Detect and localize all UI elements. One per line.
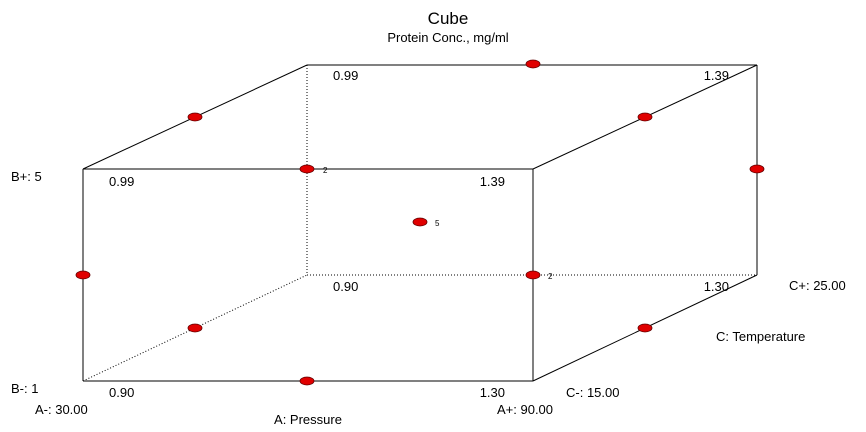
value-back-top-left: 0.99 [333, 68, 358, 83]
design-point-back-top-mid [525, 59, 541, 69]
design-point-bottom-left-depth-mid [187, 323, 203, 333]
label-a-high: A+: 90.00 [497, 402, 553, 417]
axis-label-c: C: Temperature [716, 329, 805, 344]
label-b-high: B+: 5 [11, 169, 42, 184]
design-point-front-left-mid [75, 270, 91, 280]
count-front-right-mid: 2 [548, 272, 553, 281]
value-front-top-left: 0.99 [109, 174, 134, 189]
value-front-top-right: 1.39 [480, 174, 505, 189]
plot-subtitle: Protein Conc., mg/ml [387, 30, 508, 45]
design-point-front-top-mid [299, 164, 315, 174]
design-point-back-right-mid [749, 164, 765, 174]
count-front-top-mid: 2 [323, 166, 328, 175]
label-c-high: C+: 25.00 [789, 278, 846, 293]
design-point-top-left-depth-mid [187, 112, 203, 122]
design-point-center [412, 217, 428, 227]
plot-title: Cube [428, 9, 469, 28]
label-c-low: C-: 15.00 [566, 385, 619, 400]
design-point-bottom-right-depth-mid [637, 323, 653, 333]
value-back-top-right: 1.39 [704, 68, 729, 83]
design-point-front-bottom-mid [299, 376, 315, 386]
value-front-bottom-right: 1.30 [480, 385, 505, 400]
count-center: 5 [435, 219, 440, 228]
design-point-top-right-depth-mid [637, 112, 653, 122]
value-back-bottom-left: 0.90 [333, 279, 358, 294]
value-back-bottom-right: 1.30 [704, 279, 729, 294]
axis-label-a: A: Pressure [274, 412, 342, 427]
value-front-bottom-left: 0.90 [109, 385, 134, 400]
design-point-front-right-mid [525, 270, 541, 280]
label-a-low: A-: 30.00 [35, 402, 88, 417]
label-b-low: B-: 1 [11, 381, 38, 396]
